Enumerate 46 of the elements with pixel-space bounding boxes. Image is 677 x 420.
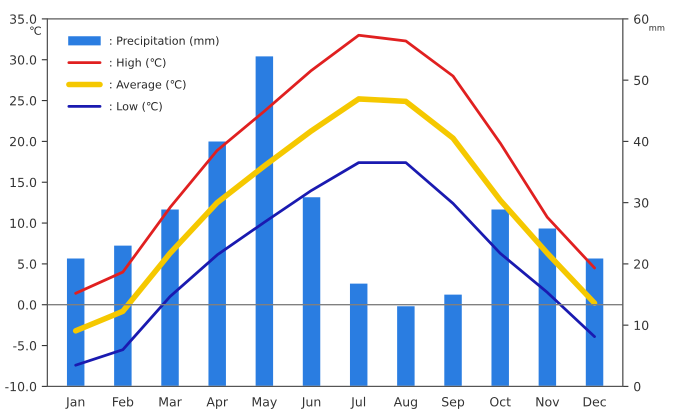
x-tick-label: Sep [442,397,464,409]
y-tick-label: 30.0 [10,55,36,65]
line-series [74,34,596,295]
y-axis-title: ℃ [30,26,41,35]
legend-label: : Precipitation (mm) [110,36,219,48]
bar [396,304,416,386]
x-tick-label: Jan [65,397,84,409]
y2-tick-label: 50 [634,76,648,86]
y-tick-label: 25.0 [10,96,36,106]
y2-tick-label: 0 [634,382,640,392]
y2-tick-label: 60 [634,14,648,24]
x-tick-label: Mar [159,397,182,406]
y2-tick-label: 10 [634,320,648,330]
bar [490,208,510,386]
bar [254,54,274,386]
legend-label: : Average (℃) [110,80,186,91]
y-tick-label: 10.0 [10,218,36,228]
bar [442,293,464,386]
legend-label: : Low (℃) [110,102,162,112]
y2-tick-label: 40 [634,136,648,146]
x-tick-label: Aug [394,397,417,409]
y-tick-label: -10.0 [5,382,36,392]
y-tick-label: 0.0 [18,300,36,310]
x-tick-label: Nov [536,397,560,406]
bar [348,282,369,386]
x-tick-label: Jul [350,396,366,409]
y-tick-label: 15.0 [10,178,36,188]
x-tick-label: May [252,397,277,409]
y2-tick-label: 20 [634,259,648,269]
legend-label: : High (℃) [110,58,166,69]
y2-tick-label: 30 [634,198,648,208]
x-tick-label: Apr [206,397,228,409]
line-series [74,161,596,367]
bar [301,196,322,386]
y2-axis-title: mm [649,26,664,31]
x-tick-label: Jun [301,397,320,409]
bar [207,140,228,386]
x-tick-label: Feb [113,396,134,406]
y-tick-label: 20.0 [10,136,36,146]
x-tick-label: Dec [584,397,606,406]
x-tick-label: Oct [490,397,511,406]
y-tick-label: 35.0 [10,14,36,24]
y-tick-label: -5.0 [13,341,36,350]
bar [584,257,605,386]
bar [66,257,86,386]
y-tick-label: 5.0 [18,259,36,269]
